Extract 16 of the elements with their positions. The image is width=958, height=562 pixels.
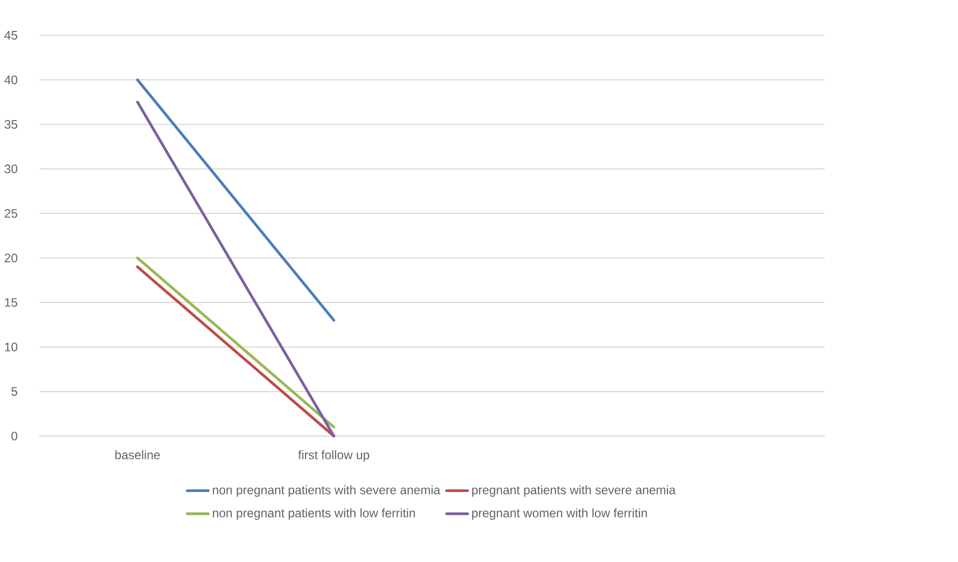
legend-label: pregnant patients with severe anemia <box>472 485 676 497</box>
y-tick-label: 20 <box>4 253 18 262</box>
y-tick-label: 35 <box>4 120 18 129</box>
x-tick-label: baseline <box>115 450 160 460</box>
y-tick-label: 5 <box>11 387 18 396</box>
legend-label: non pregnant patients with low ferritin <box>212 508 415 520</box>
y-tick-label: 45 <box>4 30 18 40</box>
legend-label: non pregnant patients with severe anemia <box>212 485 440 497</box>
y-tick-label: 30 <box>4 164 18 174</box>
legend-label: pregnant women with low ferritin <box>472 508 647 520</box>
x-tick-label: first follow up <box>298 450 370 462</box>
y-tick-label: 25 <box>4 208 18 218</box>
y-tick-label: 10 <box>5 342 18 352</box>
y-tick-label: 15 <box>5 298 18 307</box>
y-tick-label: 40 <box>4 75 18 84</box>
y-tick-label: 0 <box>11 432 18 440</box>
